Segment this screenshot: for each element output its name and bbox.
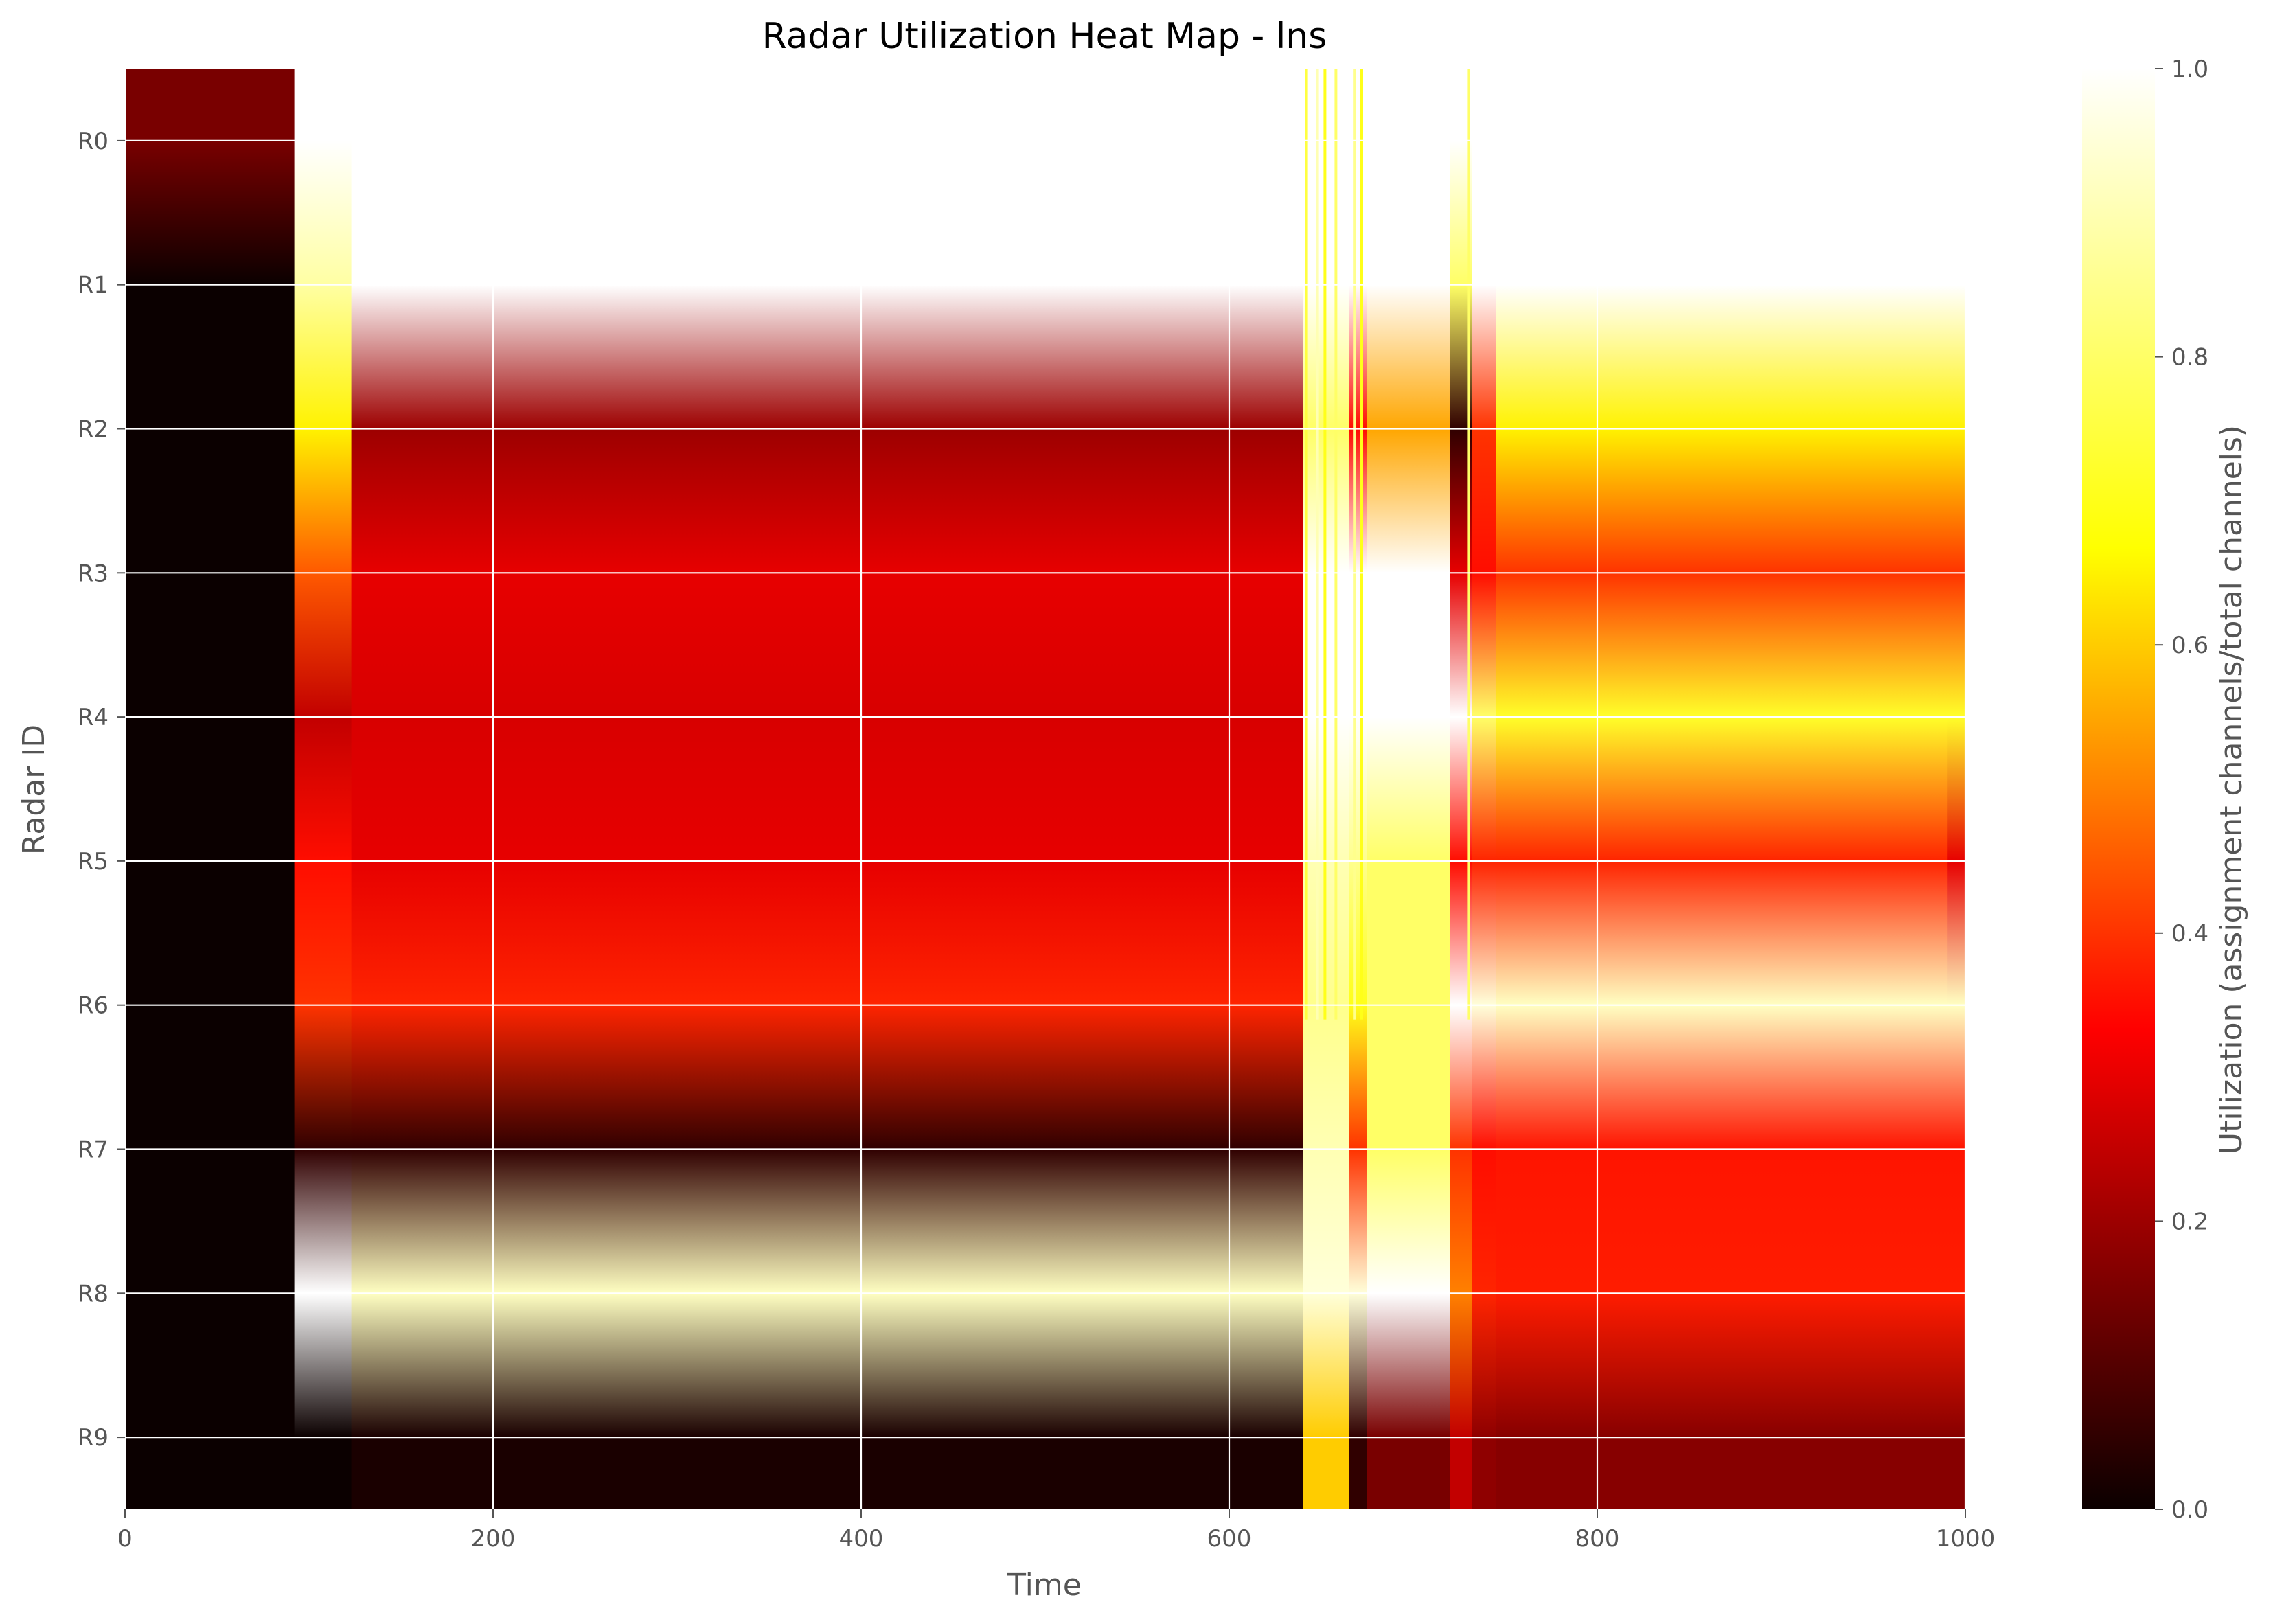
colorbar-tick-label: 0.6 [2171, 632, 2208, 659]
axes: 0 200 400 600 800 1000 R0 R1 R2 R3 R4 R5 R6 R7 R8 R9 [78, 128, 1996, 1553]
y-tick-label: R6 [78, 992, 109, 1020]
x-tick-label: 800 [1575, 1525, 1620, 1553]
y-tick-label: R1 [78, 272, 109, 299]
heatmap-spike [1334, 69, 1338, 1020]
heatmap-area [125, 69, 1966, 1509]
heatmap-segment [294, 69, 352, 1509]
y-tick-label: R9 [78, 1424, 109, 1452]
x-axis-label: Time [1007, 1568, 1082, 1603]
heatmap-segment [1472, 69, 1497, 1509]
colorbar-tick-label: 0.8 [2171, 344, 2208, 371]
heatmap-spike [1353, 69, 1356, 1020]
y-tick-label: R5 [78, 848, 109, 876]
heatmap-segment [1496, 69, 1948, 1509]
y-tick-label: R3 [78, 560, 109, 587]
y-tick-label: R0 [78, 128, 109, 155]
y-tick-label: R2 [78, 416, 109, 444]
x-tick-label: 1000 [1936, 1525, 1996, 1553]
colorbar-gradient [2082, 69, 2155, 1509]
colorbar-tick-label: 0.4 [2171, 920, 2208, 948]
colorbar: 0.0 0.2 0.4 0.6 0.8 1.0 [2082, 56, 2208, 1524]
chart-title: Radar Utilization Heat Map - lns [762, 16, 1327, 57]
y-tick-label: R7 [78, 1136, 109, 1164]
colorbar-tick-label: 0.2 [2171, 1208, 2208, 1235]
x-tick-label: 0 [117, 1525, 133, 1553]
heatmap-spike [1323, 69, 1327, 1020]
colorbar-label: Utilization (assignment channels/total c… [2214, 425, 2249, 1154]
y-tick-label: R4 [78, 704, 109, 731]
y-axis-label: Radar ID [16, 724, 52, 855]
colorbar-tick-label: 1.0 [2171, 56, 2208, 83]
heatmap-segment [1947, 69, 1966, 1509]
heatmap-segment [125, 69, 295, 1509]
heatmap-segment [1349, 69, 1368, 1509]
x-tick-label: 200 [471, 1525, 516, 1553]
heatmap-spike [1467, 69, 1470, 1020]
heatmap-segment [1367, 69, 1451, 1509]
heatmap-spike [1316, 69, 1319, 1020]
grid-lines [124, 69, 1967, 1509]
heatmap-spike [1305, 69, 1308, 1020]
heatmap-segment [351, 69, 1303, 1509]
x-tick-label: 600 [1207, 1525, 1252, 1553]
y-tick-label: R8 [78, 1280, 109, 1307]
colorbar-tick-label: 0.0 [2171, 1496, 2208, 1524]
x-tick-label: 400 [839, 1525, 884, 1553]
heatmap-spike [1360, 69, 1363, 1020]
